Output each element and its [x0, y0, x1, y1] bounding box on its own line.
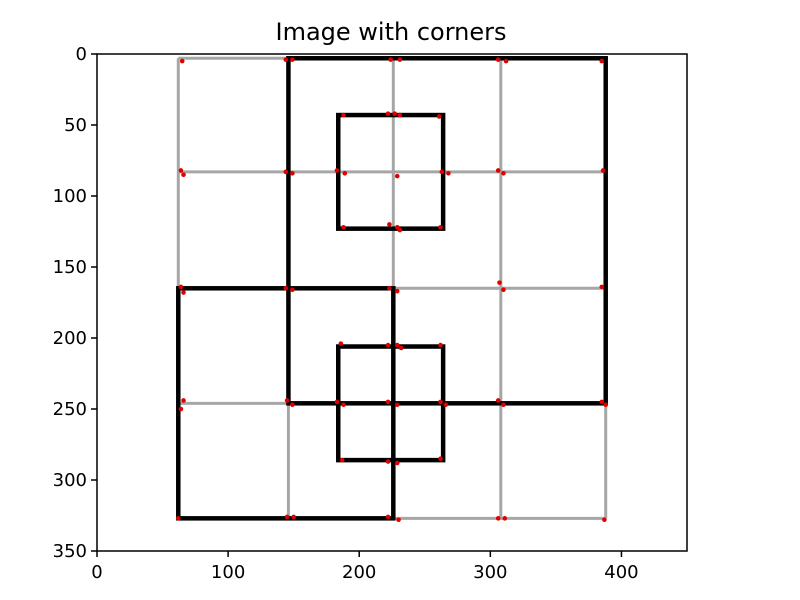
- corner-point: [290, 57, 295, 62]
- corner-point: [334, 168, 340, 173]
- corner-point: [600, 168, 606, 173]
- corner-point: [397, 112, 403, 118]
- corner-point: [438, 456, 443, 462]
- corner-point: [392, 111, 397, 116]
- y-tick-label: 100: [53, 186, 87, 207]
- corner-point: [495, 398, 501, 403]
- corner-point: [394, 173, 400, 179]
- corner-point: [181, 398, 186, 403]
- x-tick-label: 400: [604, 562, 638, 583]
- corner-point: [599, 284, 605, 290]
- x-tick-label: 100: [211, 562, 245, 583]
- corner-point: [603, 402, 609, 408]
- corner-point: [341, 402, 346, 408]
- corner-point: [501, 287, 506, 293]
- corner-point: [385, 342, 391, 348]
- y-tick-label: 50: [64, 115, 87, 136]
- corner-point: [290, 287, 295, 293]
- corner-point: [439, 169, 445, 175]
- y-tick-label: 150: [53, 257, 87, 278]
- corner-point: [341, 112, 346, 118]
- corner-point: [438, 342, 443, 348]
- image-content: [175, 56, 609, 523]
- corner-point: [501, 170, 506, 176]
- y-axis: 0 50 100 150 200 250 300 350: [53, 44, 97, 562]
- corner-point: [385, 399, 391, 405]
- corner-point: [436, 114, 442, 119]
- corner-point: [599, 58, 605, 64]
- corner-point: [394, 342, 400, 348]
- corner-point: [396, 517, 401, 523]
- x-axis: 0 100 200 300 400: [91, 551, 639, 583]
- corner-point: [334, 399, 340, 405]
- corner-point: [495, 168, 501, 173]
- corner-point: [387, 286, 392, 291]
- corner-point: [495, 57, 501, 62]
- corner-point: [388, 57, 393, 62]
- corner-point: [599, 399, 605, 405]
- corner-point: [438, 399, 443, 405]
- corner-point: [338, 341, 344, 346]
- corner-point: [178, 168, 184, 173]
- corner-point: [181, 290, 186, 295]
- chart-title: Image with corners: [275, 18, 506, 46]
- corner-point: [503, 58, 509, 64]
- corner-point: [385, 459, 391, 464]
- y-tick-label: 250: [53, 399, 87, 420]
- corner-point: [502, 516, 508, 521]
- corner-point: [501, 402, 506, 408]
- corner-point: [385, 111, 391, 116]
- corner-point: [342, 170, 348, 176]
- y-tick-label: 200: [53, 328, 87, 349]
- corner-point: [179, 58, 185, 64]
- corner-point: [291, 514, 296, 520]
- corner-point: [339, 457, 345, 463]
- corner-point: [283, 57, 289, 62]
- corner-point: [385, 514, 391, 520]
- corner-point: [394, 460, 400, 466]
- x-tick-label: 300: [473, 562, 507, 583]
- corner-point: [438, 224, 443, 230]
- corner-point: [181, 172, 186, 177]
- corner-point: [178, 406, 184, 412]
- corner-point: [497, 280, 502, 285]
- corner-point: [443, 402, 449, 408]
- corner-point: [284, 398, 290, 403]
- corner-point: [175, 516, 181, 521]
- corner-point: [602, 517, 607, 523]
- corner-point: [283, 169, 289, 175]
- corner-point: [495, 516, 501, 521]
- corner-point: [397, 57, 403, 62]
- corner-point: [283, 286, 289, 291]
- axes-frame: [96, 53, 688, 552]
- corner-point: [446, 170, 451, 176]
- y-tick-label: 300: [53, 470, 87, 491]
- corner-point: [341, 224, 346, 230]
- corner-point: [178, 284, 184, 290]
- y-tick-label: 350: [53, 541, 87, 562]
- x-tick-label: 0: [91, 562, 102, 583]
- y-tick-label: 0: [76, 44, 87, 65]
- corner-point: [387, 222, 392, 227]
- corner-point: [397, 227, 403, 233]
- corner-point: [394, 288, 400, 294]
- corner-point: [284, 514, 290, 520]
- corner-point: [394, 402, 400, 408]
- corner-point: [290, 170, 295, 176]
- x-tick-label: 200: [342, 562, 376, 583]
- corner-point: [398, 345, 404, 351]
- corner-point: [290, 402, 295, 408]
